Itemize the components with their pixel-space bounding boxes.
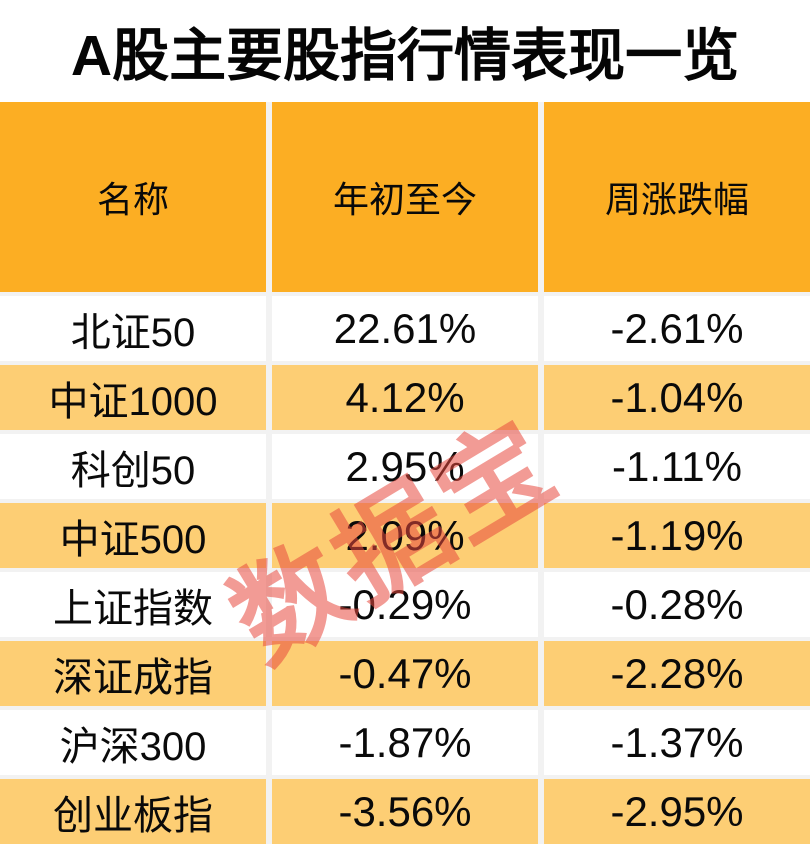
table-row-5-week-value: -0.28% xyxy=(544,572,810,637)
column-header-week-change: 周涨跌幅 xyxy=(544,102,810,292)
table-row-7-index-name: 沪深300 xyxy=(0,710,266,775)
column-header-ytd: 年初至今 xyxy=(272,102,538,292)
table-row-3-week-value: -1.11% xyxy=(544,434,810,499)
table-row-3-ytd-value: 2.95% xyxy=(272,434,538,499)
table-row-8-ytd-value: -3.56% xyxy=(272,779,538,844)
table-row-4-index-name: 中证500 xyxy=(0,503,266,568)
table-row-1-week-value: -2.61% xyxy=(544,296,810,361)
table-row-5-ytd-value: -0.29% xyxy=(272,572,538,637)
table-row-2-ytd-value: 4.12% xyxy=(272,365,538,430)
table-row-3-index-name: 科创50 xyxy=(0,434,266,499)
index-performance-table: 名称 年初至今 周涨跌幅 北证50 22.61% -2.61% 中证1000 4… xyxy=(0,102,810,844)
table-row-4-ytd-value: 2.09% xyxy=(272,503,538,568)
table-row-4-week-value: -1.19% xyxy=(544,503,810,568)
table-row-5-index-name: 上证指数 xyxy=(0,572,266,637)
table-row-6-index-name: 深证成指 xyxy=(0,641,266,706)
table-row-1-index-name: 北证50 xyxy=(0,296,266,361)
table-row-2-index-name: 中证1000 xyxy=(0,365,266,430)
table-row-2-week-value: -1.04% xyxy=(544,365,810,430)
table-row-6-ytd-value: -0.47% xyxy=(272,641,538,706)
table-row-7-week-value: -1.37% xyxy=(544,710,810,775)
table-row-6-week-value: -2.28% xyxy=(544,641,810,706)
table-row-8-index-name: 创业板指 xyxy=(0,779,266,844)
column-header-name: 名称 xyxy=(0,102,266,292)
page-title: A股主要股指行情表现一览 xyxy=(70,24,740,88)
table-row-1-ytd-value: 22.61% xyxy=(272,296,538,361)
table-row-7-ytd-value: -1.87% xyxy=(272,710,538,775)
table-row-8-week-value: -2.95% xyxy=(544,779,810,844)
